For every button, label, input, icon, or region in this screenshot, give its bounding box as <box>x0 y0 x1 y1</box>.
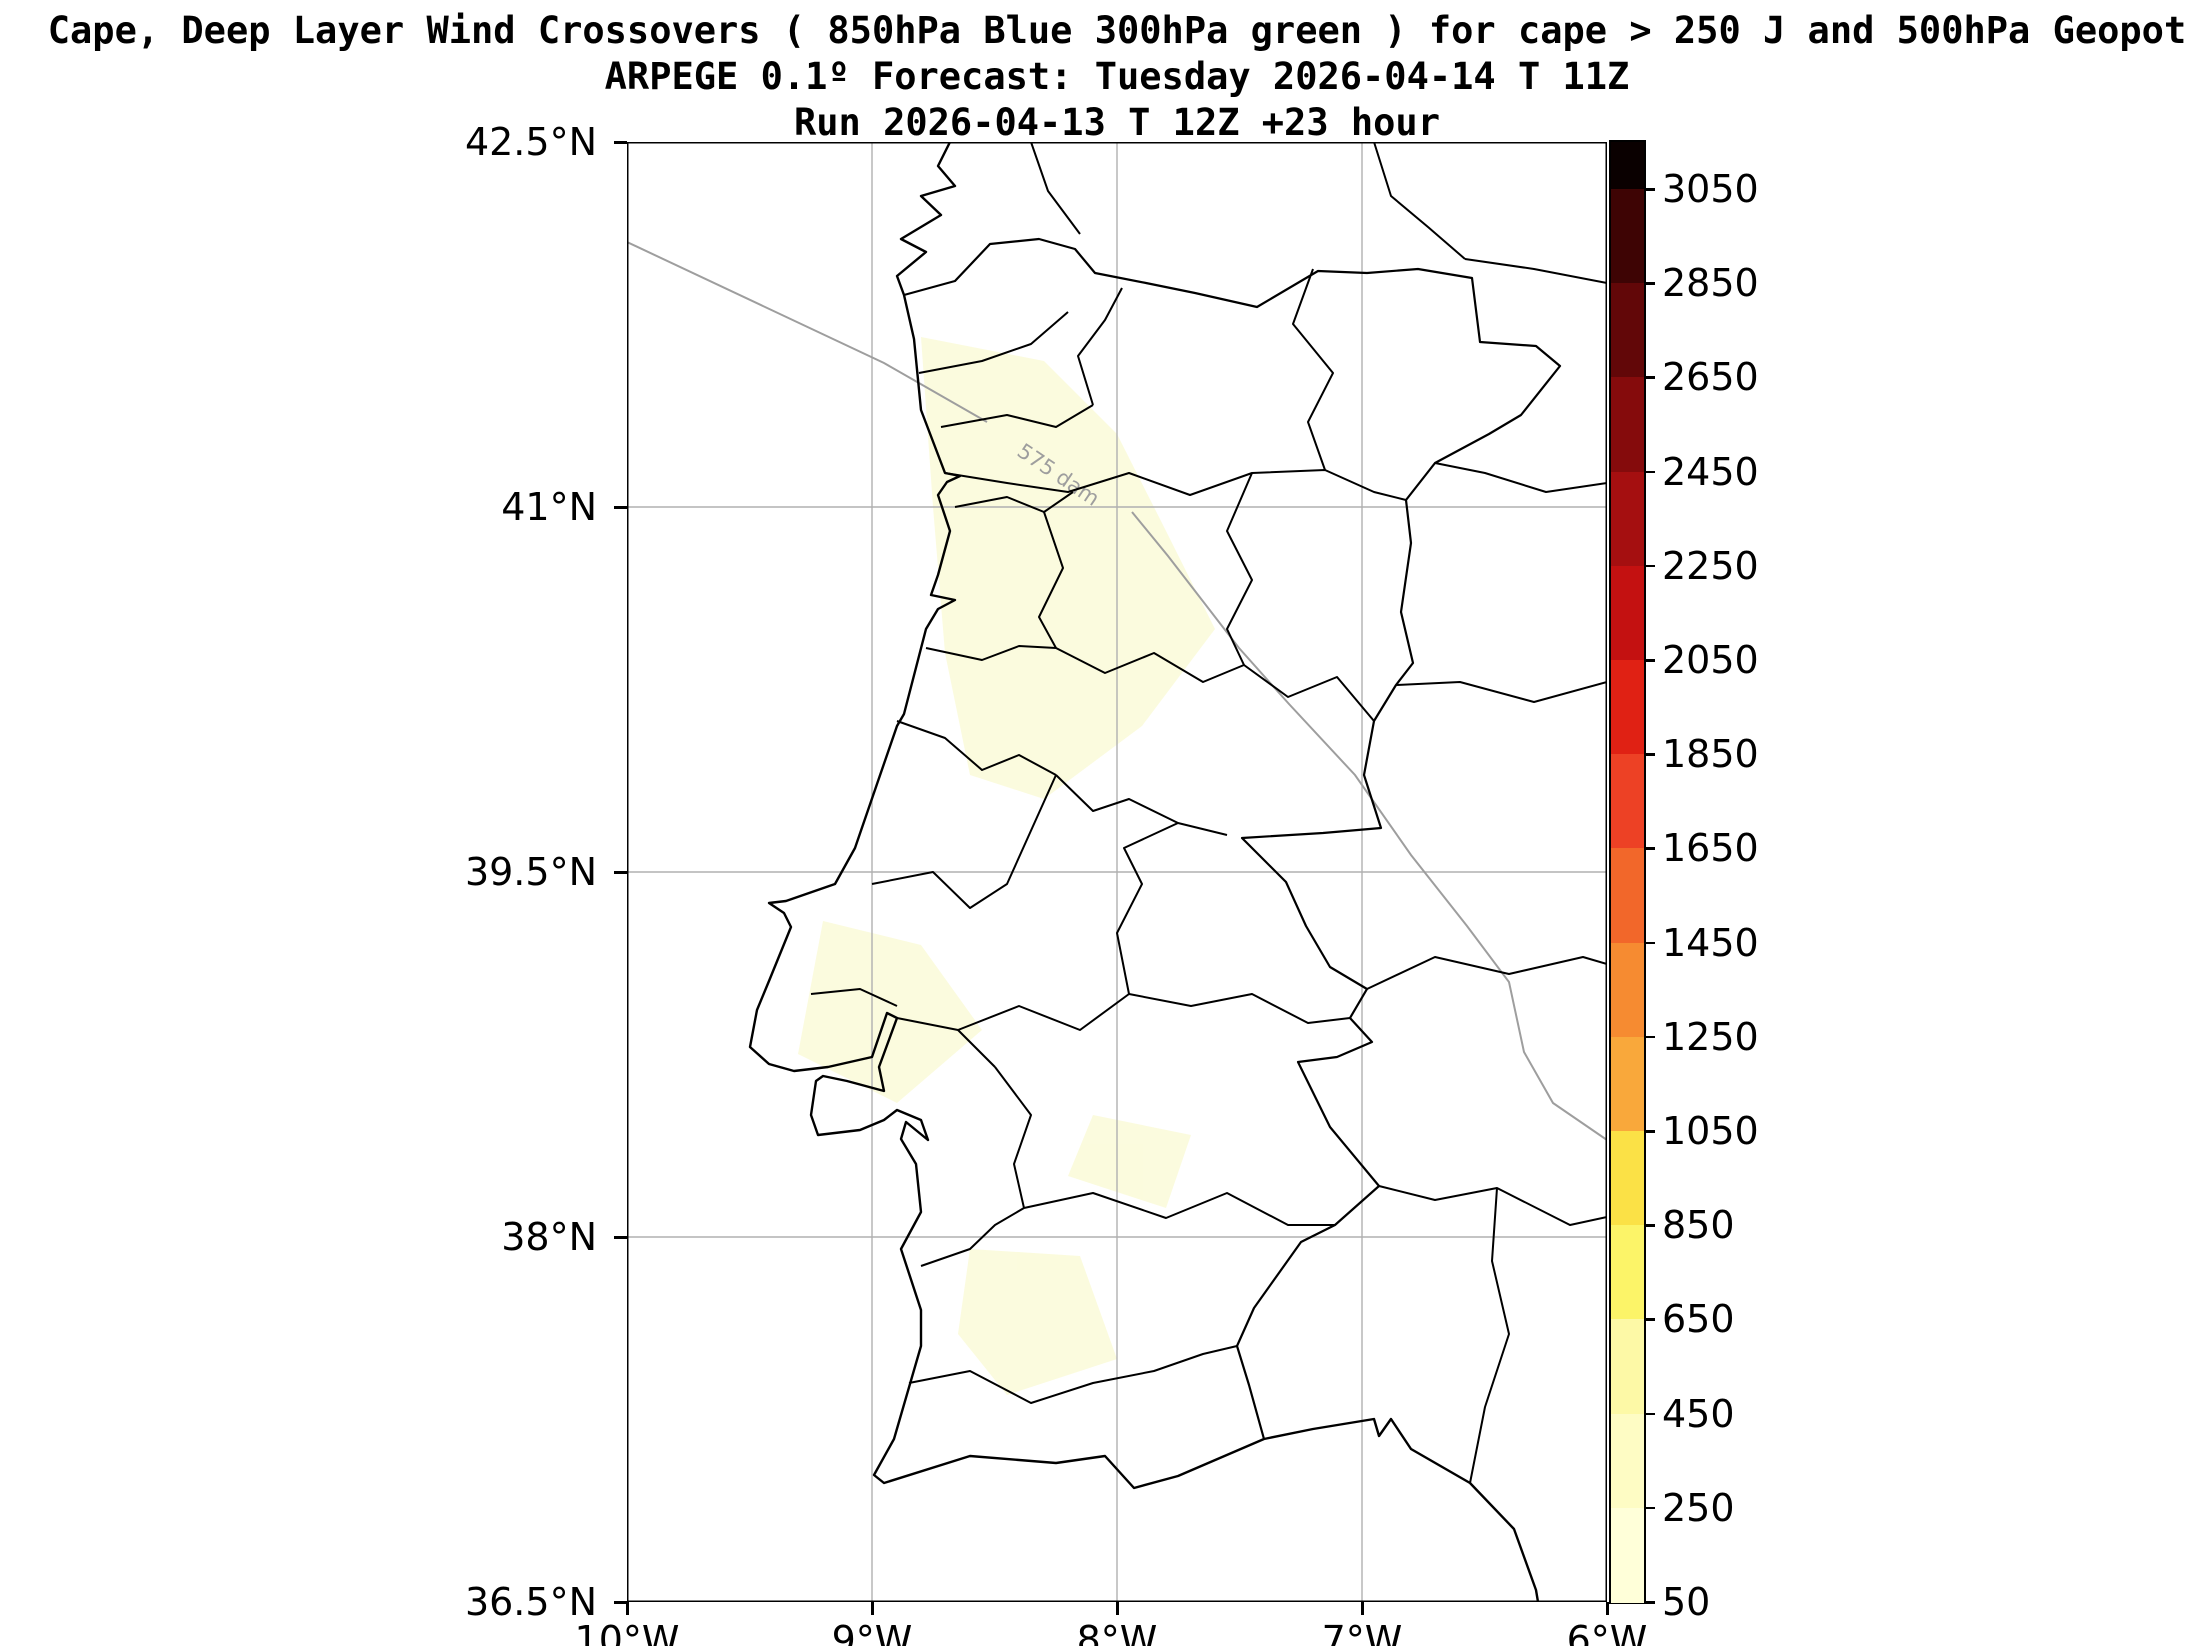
colorbar-segment <box>1611 660 1644 756</box>
x-tick-label: 7°W <box>1321 1618 1403 1646</box>
colorbar-segment <box>1611 754 1644 850</box>
colorbar-tick-label: 2450 <box>1662 449 1759 494</box>
y-tick-label: 36.5°N <box>464 1580 597 1624</box>
x-tick-label: 10°W <box>574 1618 680 1646</box>
map-svg: 575 dam <box>627 142 1607 1602</box>
figure-titles: Cape, Deep Layer Wind Crossovers ( 850hP… <box>16 8 2202 146</box>
colorbar-tick-mark <box>1644 1035 1655 1039</box>
colorbar-segment <box>1611 1036 1644 1132</box>
colorbar-tick-label: 50 <box>1662 1580 1711 1624</box>
x-tick-mark <box>626 1602 629 1615</box>
y-tick-label: 38°N <box>501 1215 597 1259</box>
x-tick-label: 9°W <box>831 1618 913 1646</box>
colorbar-tick-label: 2250 <box>1662 543 1759 588</box>
colorbar-tick-mark <box>1644 376 1655 379</box>
colorbar-tick-label: 1650 <box>1662 826 1759 871</box>
colorbar-tick-mark <box>1644 941 1655 945</box>
map-plot-area: 575 dam <box>627 142 1607 1602</box>
colorbar-tick-label: 850 <box>1662 1203 1735 1248</box>
colorbar-tick-mark <box>1644 1130 1655 1133</box>
colorbar-segment <box>1611 1225 1644 1321</box>
colorbar-segment <box>1611 565 1644 661</box>
colorbar-segment <box>1611 1507 1644 1603</box>
colorbar-tick-mark <box>1644 1601 1655 1604</box>
colorbar <box>1609 140 1646 1604</box>
title-line-2: ARPEGE 0.1º Forecast: Tuesday 2026-04-14… <box>604 55 1630 98</box>
colorbar-tick-label: 1250 <box>1662 1014 1759 1059</box>
country-border <box>903 237 1562 1440</box>
x-tick-label: 8°W <box>1076 1618 1158 1646</box>
colorbar-tick-label: 1850 <box>1662 732 1759 777</box>
x-tick-mark <box>1606 1602 1609 1615</box>
y-tick-mark <box>614 871 627 874</box>
cape-shading-layer <box>798 337 1215 1395</box>
colorbar-tick-mark <box>1644 1506 1655 1510</box>
colorbar-segment <box>1611 471 1644 567</box>
y-tick-mark <box>614 506 627 509</box>
colorbar-tick-label: 2650 <box>1662 355 1759 400</box>
colorbar-tick-label: 250 <box>1662 1485 1735 1530</box>
colorbar-tick-label: 3050 <box>1662 167 1759 212</box>
colorbar-segment <box>1611 377 1644 473</box>
colorbar-tick-label: 1050 <box>1662 1109 1759 1154</box>
colorbar-segment <box>1611 142 1644 190</box>
colorbar-tick-mark <box>1644 282 1655 285</box>
colorbar-segment <box>1611 1413 1644 1509</box>
colorbar-tick-label: 1450 <box>1662 920 1759 965</box>
y-tick-label: 41°N <box>501 485 597 529</box>
x-tick-mark <box>1361 1602 1364 1615</box>
coastline <box>748 142 1540 1602</box>
y-tick-mark <box>614 1601 627 1604</box>
grid-lines <box>627 142 1607 1602</box>
colorbar-tick-mark <box>1644 659 1655 662</box>
colorbar-tick-label: 650 <box>1662 1297 1735 1342</box>
colorbar-tick-mark <box>1644 753 1655 756</box>
colorbar-tick-label: 2050 <box>1662 638 1759 683</box>
colorbar-segment <box>1611 189 1644 285</box>
colorbar-tick-mark <box>1644 470 1655 474</box>
x-tick-label: 6°W <box>1566 1618 1648 1646</box>
colorbar-segment <box>1611 1131 1644 1227</box>
title-line-3: Run 2026-04-13 T 12Z +23 hour <box>793 101 1440 144</box>
colorbar-segment <box>1611 1319 1644 1415</box>
y-tick-label: 39.5°N <box>464 850 597 894</box>
colorbar-tick-mark <box>1644 847 1655 850</box>
colorbar-segment <box>1611 942 1644 1038</box>
y-tick-mark <box>614 1236 627 1239</box>
x-tick-mark <box>1116 1602 1119 1615</box>
x-tick-mark <box>871 1602 874 1615</box>
colorbar-tick-mark <box>1644 188 1655 191</box>
district-boundaries <box>810 142 1607 1484</box>
title-line-1: Cape, Deep Layer Wind Crossovers ( 850hP… <box>47 9 2187 52</box>
colorbar-segment <box>1611 283 1644 379</box>
colorbar-tick-label: 2850 <box>1662 261 1759 306</box>
colorbar-tick-mark <box>1644 1318 1655 1321</box>
colorbar-tick-label: 450 <box>1662 1391 1735 1436</box>
y-tick-mark <box>614 141 627 144</box>
colorbar-tick-mark <box>1644 1224 1655 1227</box>
colorbar-tick-mark <box>1644 564 1655 568</box>
geopotential-contour <box>627 241 1607 1141</box>
colorbar-tick-mark <box>1644 1412 1655 1416</box>
colorbar-segment <box>1611 848 1644 944</box>
y-tick-label: 42.5°N <box>464 120 597 164</box>
